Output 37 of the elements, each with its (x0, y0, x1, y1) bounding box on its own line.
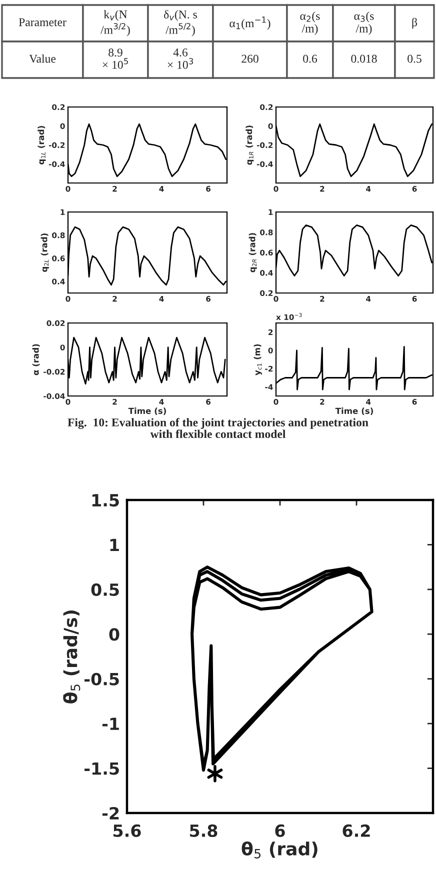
y-axis-title: q$_{1L}$ (rad) (38, 126, 46, 164)
y-tick-label: -1.5 (84, 762, 119, 775)
x-axis-title: θ$_{5}$ (rad) (242, 841, 318, 858)
text: k$_{v}$(N /m$^{3/2}$) (100, 10, 130, 36)
y-tick-label: -2 (102, 806, 119, 820)
y-axis-title: q$_{2R}$ (rad) (248, 233, 257, 272)
text: δ$_{v}$(N. s /m$^{5/2}$) (164, 10, 197, 36)
x-axis-title: Time (s) (335, 408, 373, 415)
text: 0.018 (351, 54, 377, 63)
y-axis-title: q$_{1R}$ (rad) (246, 126, 254, 165)
text: β (412, 18, 417, 29)
text: α$_{1}$(m$^{−1}$) (230, 16, 270, 30)
y-tick-label: 1 (110, 538, 119, 552)
y-axis-title: θ̇$_{5}$ (rad/s) (63, 610, 80, 704)
text: 4.6 × 10$^{3}$ (168, 48, 194, 69)
text: 260 (242, 54, 258, 63)
text: α$_{2}$(s /m) (300, 12, 320, 35)
text: α$_{3}$(s /m) (354, 12, 374, 35)
y-axis-title: α (rad) (32, 344, 40, 376)
y-tick-label: -1 (102, 718, 119, 730)
caption: Fig. 10: Evaluation of the joint trajectories and penetration with flexible contact model (68, 418, 368, 438)
y-axis-title: q$_{2L}$ (rad) (40, 234, 49, 272)
y-tick-label: 0.5 (91, 583, 119, 596)
y-tick-label: 0 (109, 628, 120, 641)
text: Parameter (18, 18, 66, 26)
y-tick-label: -0.5 (84, 672, 119, 686)
x-tick-label: 5.8 (190, 824, 218, 838)
y-axis-title: y$_{c1}$ (m) (254, 344, 262, 376)
text: Value (29, 54, 56, 63)
x-tick-label: 6 (275, 824, 285, 838)
text: 8.9 × 10$^{5}$ (102, 48, 128, 69)
text: 0.6 (303, 54, 318, 63)
y-tick-label: 1.5 (92, 494, 119, 507)
text: 0.5 (408, 54, 422, 63)
x-tick-label: 6.2 (342, 824, 370, 838)
x-axis-title: Time (s) (128, 408, 166, 415)
x-tick-label: 5.6 (114, 824, 141, 838)
